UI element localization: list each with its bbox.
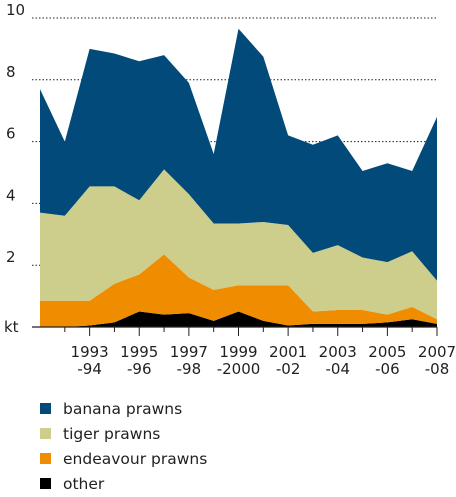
- x-tick-label-line2: -04: [326, 360, 351, 378]
- legend-item-endeavour-prawns: endeavour prawns: [40, 446, 207, 471]
- x-tick-label: 1997: [170, 343, 208, 361]
- legend-item-tiger-prawns: tiger prawns: [40, 421, 207, 446]
- x-tick-label: 1995: [120, 343, 158, 361]
- legend-swatch: [40, 428, 51, 439]
- legend-label: banana prawns: [63, 399, 183, 418]
- area-tiger-prawns: [40, 169, 437, 320]
- x-tick-label: 2005: [368, 343, 406, 361]
- legend-item-banana-prawns: banana prawns: [40, 396, 207, 421]
- x-tick-label-line2: -08: [425, 360, 450, 378]
- x-tick-label-line2: -2000: [217, 360, 261, 378]
- area-other: [40, 311, 437, 327]
- x-tick-label-line2: -02: [276, 360, 301, 378]
- y-tick-label: 2: [6, 248, 16, 266]
- area-chart: 2 4 6 8 10 kt 1993-94 1995-96 1997-98 1999-2000 2…: [4, 1, 456, 378]
- x-tick-label-line2: -96: [127, 360, 152, 378]
- x-tick-label-line2: -94: [77, 360, 102, 378]
- legend-label: other: [63, 474, 105, 493]
- legend: banana prawns tiger prawns endeavour prawn…: [40, 396, 207, 496]
- legend-swatch: [40, 453, 51, 464]
- y-tick-label: 6: [6, 125, 16, 143]
- y-tick-label: 4: [6, 186, 16, 204]
- legend-swatch: [40, 478, 51, 489]
- y-tick-label: 8: [6, 63, 16, 81]
- y-tick-label: 10: [6, 1, 25, 19]
- x-tick-label: 1993: [71, 343, 109, 361]
- y-axis-labels: 2 4 6 8 10 kt: [4, 1, 25, 336]
- area-endeavour-prawns: [40, 254, 437, 327]
- x-tick-label: 2007: [418, 343, 456, 361]
- stacked-areas: [40, 28, 437, 327]
- x-tick-label-line2: -98: [177, 360, 202, 378]
- x-axis: [32, 326, 438, 336]
- legend-label: tiger prawns: [63, 424, 161, 443]
- legend-item-other: other: [40, 471, 207, 496]
- legend-swatch: [40, 403, 51, 414]
- area-banana-prawns: [40, 28, 437, 281]
- x-tick-label: 1999: [219, 343, 257, 361]
- x-tick-label-line2: -06: [375, 360, 400, 378]
- x-axis-labels: 1993-94 1995-96 1997-98 1999-2000 2001-02 200…: [71, 343, 456, 378]
- x-tick-label: 2003: [319, 343, 357, 361]
- legend-label: endeavour prawns: [63, 449, 208, 468]
- y-unit-label: kt: [4, 318, 19, 336]
- x-tick-label: 2001: [269, 343, 307, 361]
